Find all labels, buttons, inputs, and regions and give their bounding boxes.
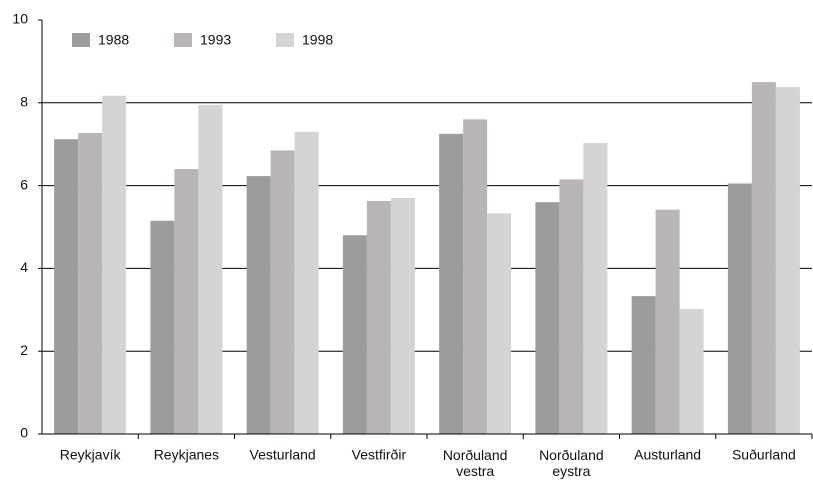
y-tick-label: 2 <box>20 342 28 358</box>
legend-label: 1998 <box>302 32 333 48</box>
bar <box>679 308 704 434</box>
x-tick-label: Suðurland <box>732 447 796 463</box>
y-tick-label: 10 <box>12 11 28 27</box>
legend-swatch <box>276 33 294 47</box>
bar <box>583 142 608 434</box>
bar <box>78 133 103 434</box>
bar <box>775 87 800 435</box>
bar <box>174 169 199 435</box>
label-line: eystra <box>552 463 590 479</box>
y-tick-label: 6 <box>20 176 28 192</box>
bar <box>751 82 776 434</box>
bar <box>342 235 367 434</box>
bar <box>366 200 391 434</box>
legend-label: 1993 <box>200 32 231 48</box>
y-tick-label: 0 <box>20 425 28 441</box>
bar <box>727 183 752 434</box>
legend-label: 1988 <box>98 32 129 48</box>
bar <box>487 213 512 434</box>
legend-swatch <box>72 33 90 47</box>
x-tick-label: Austurland <box>634 447 701 463</box>
label-line: vestra <box>456 463 494 479</box>
x-tick-label: Norðuland eystra <box>539 447 604 479</box>
bar <box>198 104 223 435</box>
bar <box>270 150 295 434</box>
bar <box>54 139 79 434</box>
label-line: Norðuland <box>443 447 508 463</box>
x-tick-label: Reykjavík <box>60 447 122 463</box>
bar <box>294 131 319 434</box>
y-tick-label: 4 <box>20 259 28 275</box>
legend-swatch <box>174 33 192 47</box>
bar <box>246 176 271 434</box>
bar <box>631 296 656 434</box>
bar <box>655 209 680 434</box>
x-tick-label: Reykjanes <box>154 447 219 463</box>
x-tick-label: Norðuland vestra <box>443 447 508 479</box>
y-tick-label: 8 <box>20 94 28 110</box>
bar <box>535 202 560 434</box>
bar <box>390 198 415 434</box>
x-tick-label: Vestfirðir <box>352 447 407 463</box>
label-line: Norðuland <box>539 447 604 463</box>
bar <box>439 133 464 434</box>
bar <box>150 220 175 434</box>
bar <box>559 179 584 434</box>
bar <box>102 95 127 435</box>
x-tick-label: Vesturland <box>250 447 316 463</box>
bar <box>463 119 488 435</box>
